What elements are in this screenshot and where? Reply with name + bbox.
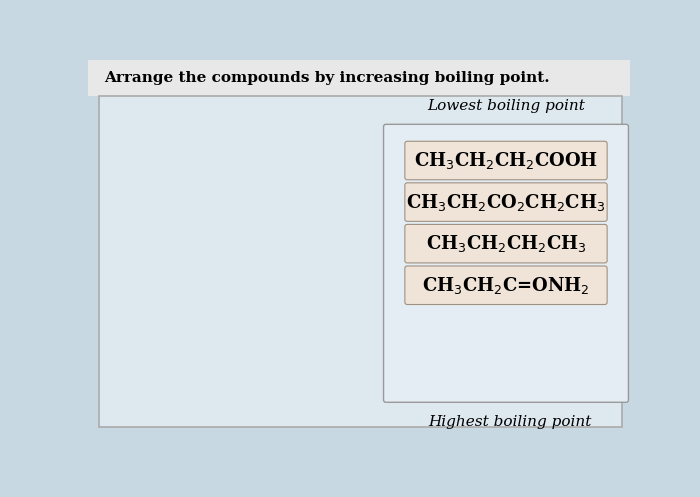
FancyBboxPatch shape: [405, 141, 607, 180]
Text: CH$_3$CH$_2$CH$_2$COOH: CH$_3$CH$_2$CH$_2$COOH: [414, 150, 598, 171]
Text: CH$_3$CH$_2$CO$_2$CH$_2$CH$_3$: CH$_3$CH$_2$CO$_2$CH$_2$CH$_3$: [407, 191, 606, 213]
Text: Arrange the compounds by increasing boiling point.: Arrange the compounds by increasing boil…: [104, 71, 550, 85]
Text: CH$_3$CH$_2$CH$_2$CH$_3$: CH$_3$CH$_2$CH$_2$CH$_3$: [426, 233, 587, 254]
Text: CH$_3$CH$_2$C=ONH$_2$: CH$_3$CH$_2$C=ONH$_2$: [422, 275, 590, 296]
FancyBboxPatch shape: [405, 183, 607, 221]
FancyBboxPatch shape: [384, 124, 629, 402]
Text: Highest boiling point: Highest boiling point: [428, 415, 592, 429]
FancyBboxPatch shape: [405, 266, 607, 305]
Bar: [88, 60, 630, 96]
Bar: [99, 96, 622, 427]
Text: Lowest boiling point: Lowest boiling point: [427, 99, 585, 113]
FancyBboxPatch shape: [405, 225, 607, 263]
